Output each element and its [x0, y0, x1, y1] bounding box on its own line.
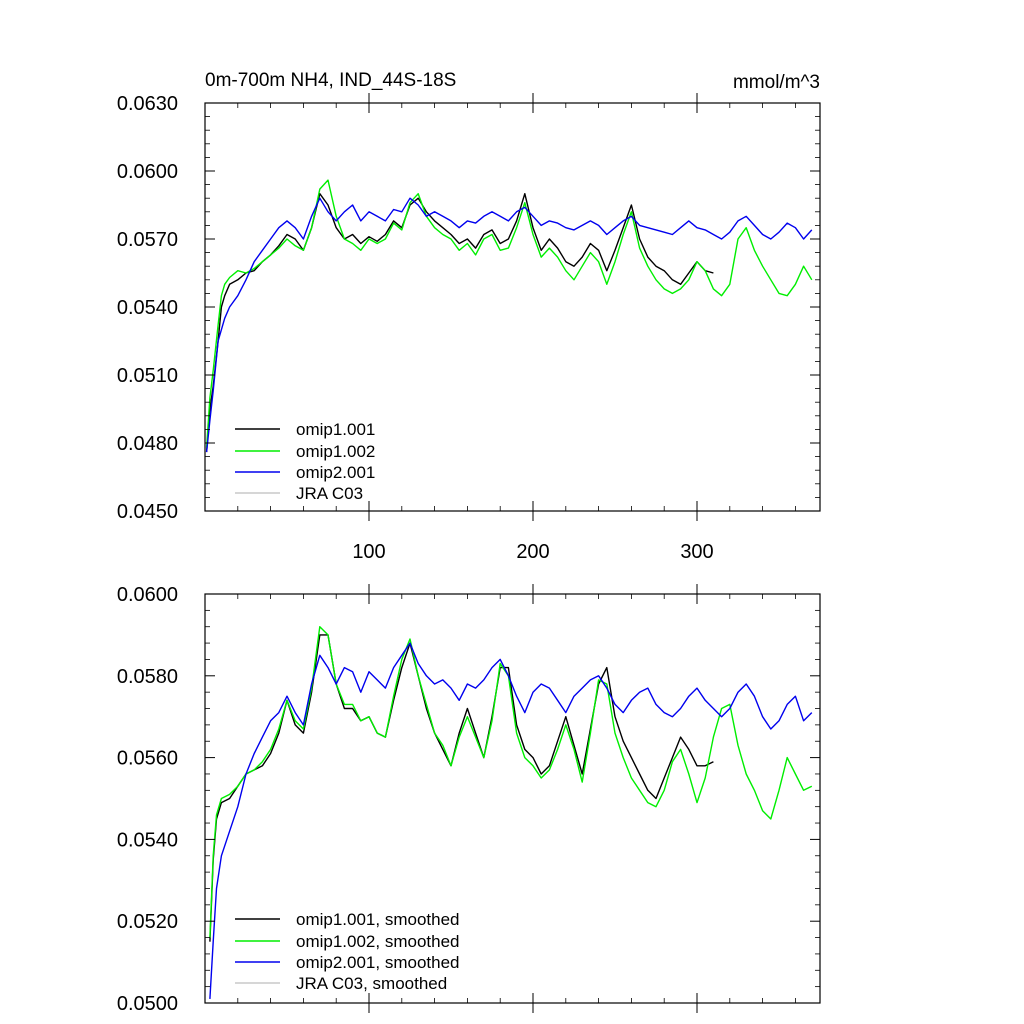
top-legend-label-omip1-001: omip1.001: [296, 420, 375, 439]
top-series-omip2-001: [205, 197, 813, 453]
top-tick-layer: 0.0450 0.0480 0.0510 0.0540 0.0570 0.0600 0.06…: [117, 93, 820, 563]
top-panel: 0m-700m NH4, IND_44S-18S mmol/m^3 0.0450…: [117, 70, 821, 563]
bottom-legend-label-omip1-002: omip1.002, smoothed: [296, 932, 460, 951]
bottom-ytick-label: 0.0520: [117, 911, 178, 933]
bottom-ytick-label: 0.0540: [117, 829, 178, 851]
bottom-legend-label-jra-c03: JRA C03, smoothed: [296, 974, 447, 993]
bottom-series-omip2-001-smoothed: [209, 642, 813, 999]
top-ytick-label: 0.0630: [117, 93, 178, 115]
top-legend-label-omip1-002: omip1.002: [296, 442, 375, 461]
top-series-layer: [205, 179, 813, 453]
top-xtick-label: 200: [516, 541, 549, 563]
top-chart-title: 0m-700m NH4, IND_44S-18S: [205, 70, 456, 91]
bottom-legend-label-omip2-001: omip2.001, smoothed: [296, 953, 460, 972]
bottom-plot-frame: [204, 593, 821, 1004]
bottom-ytick-label: 0.0580: [117, 666, 178, 688]
bottom-panel: 0.0500 0.0520 0.0540 0.0560 0.0580 0.0600 omi…: [117, 584, 821, 1015]
bottom-legend-label-omip1-001: omip1.001, smoothed: [296, 910, 460, 929]
top-ytick-label: 0.0540: [117, 297, 178, 319]
bottom-ytick-label: 0.0560: [117, 748, 178, 770]
top-series-omip1-001: [205, 192, 714, 453]
top-xtick-label: 300: [680, 541, 713, 563]
top-legend-label-jra-c03: JRA C03: [296, 484, 363, 503]
top-ytick-label: 0.0600: [117, 161, 178, 183]
top-ytick-label: 0.0570: [117, 229, 178, 251]
top-ytick-label: 0.0510: [117, 365, 178, 387]
top-xtick-label: 100: [352, 541, 385, 563]
top-ytick-label: 0.0480: [117, 433, 178, 455]
top-legend: omip1.001 omip1.002 omip2.001 JRA C03: [235, 420, 375, 503]
top-chart-units: mmol/m^3: [733, 72, 820, 93]
bottom-series-omip1-002-smoothed: [209, 626, 813, 938]
bottom-ytick-label: 0.0500: [117, 993, 178, 1015]
top-legend-label-omip2-001: omip2.001: [296, 463, 375, 482]
top-ytick-label: 0.0450: [117, 501, 178, 523]
bottom-series-layer: [209, 626, 813, 999]
top-series-omip1-002: [205, 179, 813, 448]
bottom-legend: omip1.001, smoothed omip1.002, smoothed …: [235, 910, 460, 993]
bottom-ytick-label: 0.0600: [117, 584, 178, 606]
bottom-tick-layer: 0.0500 0.0520 0.0540 0.0560 0.0580 0.0600: [117, 584, 820, 1015]
